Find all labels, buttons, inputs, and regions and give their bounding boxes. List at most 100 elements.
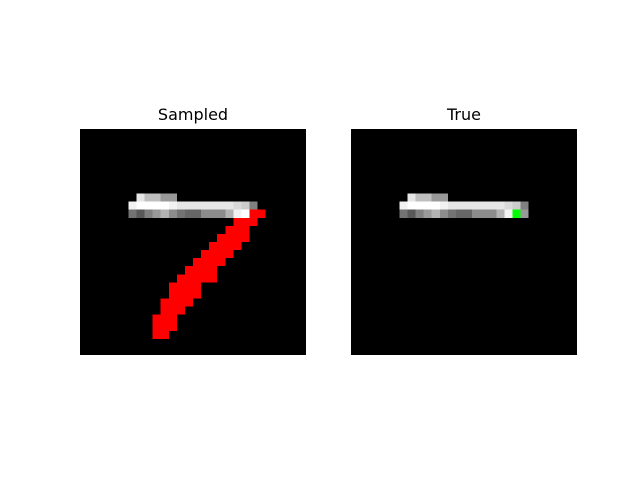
sampled-pixel xyxy=(217,250,226,259)
sampled-pixel xyxy=(168,282,177,291)
digit-pixel xyxy=(423,201,432,210)
digit-pixel xyxy=(407,209,416,218)
sampled-pixel xyxy=(193,266,202,275)
digit-pixel xyxy=(423,193,432,202)
sampled-pixel xyxy=(209,242,218,251)
digit-pixel xyxy=(168,201,177,210)
sampled-pixel xyxy=(209,258,218,267)
digit-pixel xyxy=(512,201,521,210)
sampled-pixel xyxy=(233,217,242,226)
sampled-pixel xyxy=(257,209,266,218)
digit-pixel xyxy=(201,201,210,210)
sampled-pixel xyxy=(217,258,226,267)
digit-pixel xyxy=(168,193,177,202)
sampled-pixel xyxy=(168,322,177,331)
sampled-pixel xyxy=(225,225,234,234)
sampled-pixel xyxy=(209,274,218,283)
digit-pixel xyxy=(488,201,497,210)
sampled-panel-title: Sampled xyxy=(157,105,229,124)
digit-pixel xyxy=(415,209,424,218)
digit-pixel xyxy=(184,209,193,218)
digit-pixel xyxy=(136,201,145,210)
sampled-pixel xyxy=(168,298,177,307)
digit-pixel xyxy=(455,209,464,218)
true-panel-title: True xyxy=(447,105,481,124)
digit-pixel xyxy=(225,209,234,218)
digit-pixel xyxy=(407,201,416,210)
sampled-pixel xyxy=(193,258,202,267)
digit-pixel xyxy=(144,193,153,202)
sampled-pixel xyxy=(217,233,226,242)
digit-pixel xyxy=(233,209,242,218)
digit-pixel xyxy=(496,201,505,210)
digit-pixel xyxy=(455,201,464,210)
sampled-pixel xyxy=(152,322,161,331)
digit-pixel xyxy=(464,201,473,210)
digit-pixel xyxy=(480,209,489,218)
digit-pixel xyxy=(176,209,185,218)
digit-pixel xyxy=(184,201,193,210)
digit-pixel xyxy=(472,201,481,210)
sampled-pixel xyxy=(184,282,193,291)
digit-pixel xyxy=(225,201,234,210)
true-image xyxy=(351,129,577,355)
sampled-pixel xyxy=(160,330,169,339)
sampled-pixel xyxy=(160,298,169,307)
digit-pixel xyxy=(152,201,161,210)
digit-pixel xyxy=(136,193,145,202)
digit-pixel xyxy=(431,201,440,210)
digit-pixel xyxy=(472,209,481,218)
sampled-pixel xyxy=(193,282,202,291)
digit-pixel xyxy=(217,201,226,210)
digit-pixel xyxy=(160,193,169,202)
sampled-pixel xyxy=(209,266,218,275)
sampled-pixel xyxy=(201,258,210,267)
sampled-pixel xyxy=(184,290,193,299)
sampled-pixel xyxy=(168,306,177,315)
digit-pixel xyxy=(399,209,408,218)
digit-pixel xyxy=(480,201,489,210)
digit-pixel xyxy=(217,209,226,218)
digit-pixel xyxy=(439,209,448,218)
sampled-pixel xyxy=(176,282,185,291)
sampled-pixel xyxy=(249,217,258,226)
sampled-pixel xyxy=(201,250,210,259)
digit-pixel xyxy=(128,201,137,210)
digit-pixel xyxy=(144,201,153,210)
digit-pixel xyxy=(439,193,448,202)
digit-pixel xyxy=(447,201,456,210)
digit-pixel xyxy=(128,209,137,218)
sampled-pixel xyxy=(225,250,234,259)
sampled-pixel xyxy=(241,233,250,242)
digit-pixel xyxy=(209,201,218,210)
digit-pixel xyxy=(431,209,440,218)
digit-pixel xyxy=(464,209,473,218)
sampled-pixel xyxy=(152,314,161,323)
digit-pixel xyxy=(407,193,416,202)
digit-pixel xyxy=(201,209,210,218)
sampled-pixel xyxy=(209,250,218,259)
digit-pixel xyxy=(193,201,202,210)
sampled-pixel xyxy=(184,266,193,275)
digit-pixel xyxy=(520,209,529,218)
sampled-pixel xyxy=(233,242,242,251)
digit-pixel xyxy=(193,209,202,218)
sampled-pixel xyxy=(225,242,234,251)
digit-pixel xyxy=(152,209,161,218)
sampled-pixel xyxy=(249,209,258,218)
sampled-pixel xyxy=(217,242,226,251)
digit-pixel xyxy=(160,209,169,218)
sampled-image xyxy=(80,129,306,355)
sampled-pixel xyxy=(225,233,234,242)
sampled-pixel xyxy=(176,306,185,315)
digit-pixel xyxy=(241,209,250,218)
digit-pixel xyxy=(249,201,258,210)
sampled-pixel xyxy=(176,290,185,299)
sampled-pixel xyxy=(193,274,202,283)
sampled-pixel xyxy=(233,233,242,242)
digit-pixel xyxy=(504,201,513,210)
sampled-pixel xyxy=(160,314,169,323)
sampled-pixel xyxy=(176,298,185,307)
digit-pixel xyxy=(152,193,161,202)
sampled-pixel xyxy=(233,225,242,234)
